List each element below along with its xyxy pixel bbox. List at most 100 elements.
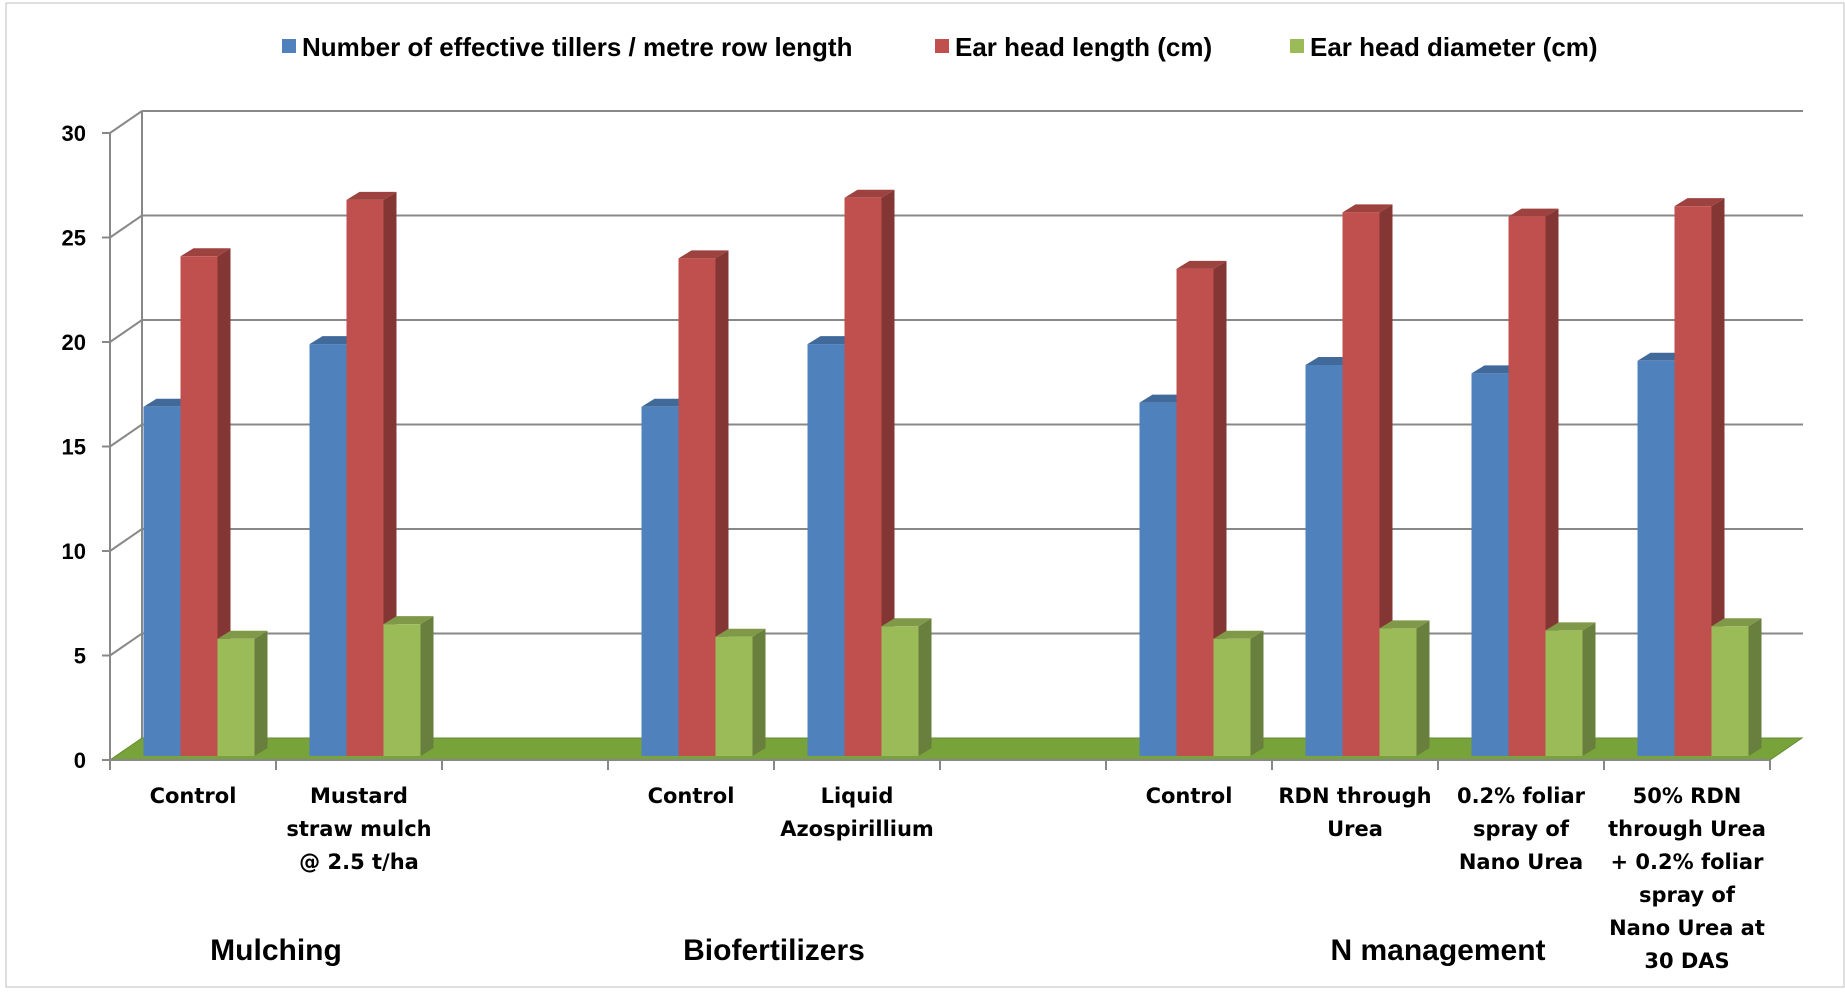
bar-top [1545, 622, 1596, 631]
x-category-label: Liquid [821, 784, 894, 808]
bar-side [1213, 260, 1227, 756]
bar-side [420, 616, 434, 756]
bar-front [309, 344, 347, 756]
x-category-label: + 0.2% foliar [1611, 850, 1765, 874]
bar-front [1471, 373, 1509, 756]
bar-top [1342, 204, 1393, 213]
legend-swatch [935, 39, 949, 53]
bar-top [881, 618, 932, 627]
bar-top [383, 616, 434, 625]
legend-label: Ear head length (cm) [955, 32, 1212, 62]
y-tick-label: 20 [62, 330, 86, 355]
bar-top [1711, 618, 1762, 627]
bar-front [1379, 628, 1417, 756]
bar-top [1213, 630, 1264, 639]
legend-swatch [1290, 39, 1304, 53]
bar [217, 630, 268, 756]
gridline-diagonal [109, 423, 143, 448]
bar-top [678, 250, 729, 259]
x-category-label: straw mulch [286, 817, 431, 841]
bar-front [1139, 402, 1177, 756]
bar-side [1748, 618, 1762, 756]
bar [881, 618, 932, 756]
bar-front [217, 638, 255, 756]
bar [1379, 620, 1430, 756]
gridline-diagonal [109, 528, 143, 552]
bar-front [383, 624, 421, 756]
bar-front [1213, 638, 1251, 756]
gridline-diagonal [109, 319, 143, 343]
bar-side [217, 248, 231, 756]
bar-side [254, 630, 268, 756]
x-category-label: spray of [1473, 817, 1570, 841]
legend-item: Ear head length (cm) [935, 32, 1212, 62]
gridline-diagonal [109, 214, 143, 239]
bar-front [1508, 216, 1546, 757]
x-category-label: 30 DAS [1644, 949, 1729, 973]
bar-front [1637, 360, 1675, 756]
y-tick-label: 15 [62, 435, 86, 460]
y-tick-label: 0 [74, 748, 86, 773]
gridline-diagonal [109, 110, 143, 134]
bar [1342, 204, 1393, 757]
x-category-label: 0.2% foliar [1457, 784, 1586, 808]
bar-layer [143, 189, 1762, 757]
axis-layer [102, 132, 1771, 770]
bar-top [1379, 620, 1430, 629]
bar-side [1250, 630, 1264, 756]
legend-label: Ear head diameter (cm) [1310, 32, 1598, 62]
bar-side [1545, 208, 1559, 757]
bar-front [1305, 364, 1343, 756]
x-category-label: @ 2.5 t/ha [299, 850, 419, 874]
bar [1545, 622, 1596, 756]
bar-front [881, 626, 919, 756]
bar [180, 248, 231, 756]
y-tick-label: 5 [74, 644, 86, 669]
label-layer: 0 5 10 15 20 25 30 Control Mustard straw mulch @ 2… [62, 121, 1766, 973]
bar [1674, 198, 1725, 756]
bar-side [1416, 620, 1430, 756]
bar-top [217, 630, 268, 639]
x-category-label: through Urea [1608, 817, 1766, 841]
bar [1508, 208, 1559, 757]
x-category-label: Azospirillium [780, 817, 934, 841]
bar-front [807, 344, 845, 756]
bar-front [641, 406, 679, 756]
bar [1711, 618, 1762, 756]
bar-side [383, 191, 397, 756]
bar-top [1508, 208, 1559, 217]
bar-front [844, 197, 882, 757]
legend-label: Number of effective tillers / metre row … [302, 32, 852, 62]
bar-side [715, 250, 729, 756]
bar-front [346, 199, 384, 756]
legend-item: Number of effective tillers / metre row … [282, 32, 852, 62]
x-category-label: Nano Urea at [1609, 916, 1765, 940]
x-category-label: 50% RDN [1633, 784, 1742, 808]
bar-side [752, 628, 766, 756]
bar [678, 250, 729, 756]
bar-front [1342, 212, 1380, 757]
x-category-label: Mustard [310, 784, 408, 808]
bar-top [1674, 198, 1725, 207]
bar-side [1582, 622, 1596, 756]
y-tick-label: 30 [62, 121, 86, 146]
group-label: Mulching [210, 934, 342, 967]
bar [844, 189, 895, 757]
bar-top [346, 191, 397, 200]
bar-top [844, 189, 895, 198]
bar-front [1674, 206, 1712, 756]
bar [383, 616, 434, 756]
y-tick-label: 25 [62, 226, 86, 251]
bar-front [1711, 626, 1749, 756]
bar-side [1711, 198, 1725, 756]
bar-front [715, 636, 753, 756]
bar-top [180, 248, 231, 257]
bar-front [1176, 268, 1214, 756]
x-category-label: spray of [1639, 883, 1736, 907]
bar-front [180, 256, 218, 756]
bar-front [1545, 630, 1583, 756]
gridline-diagonal [109, 632, 143, 657]
bar-front [143, 406, 181, 756]
bar [715, 628, 766, 756]
